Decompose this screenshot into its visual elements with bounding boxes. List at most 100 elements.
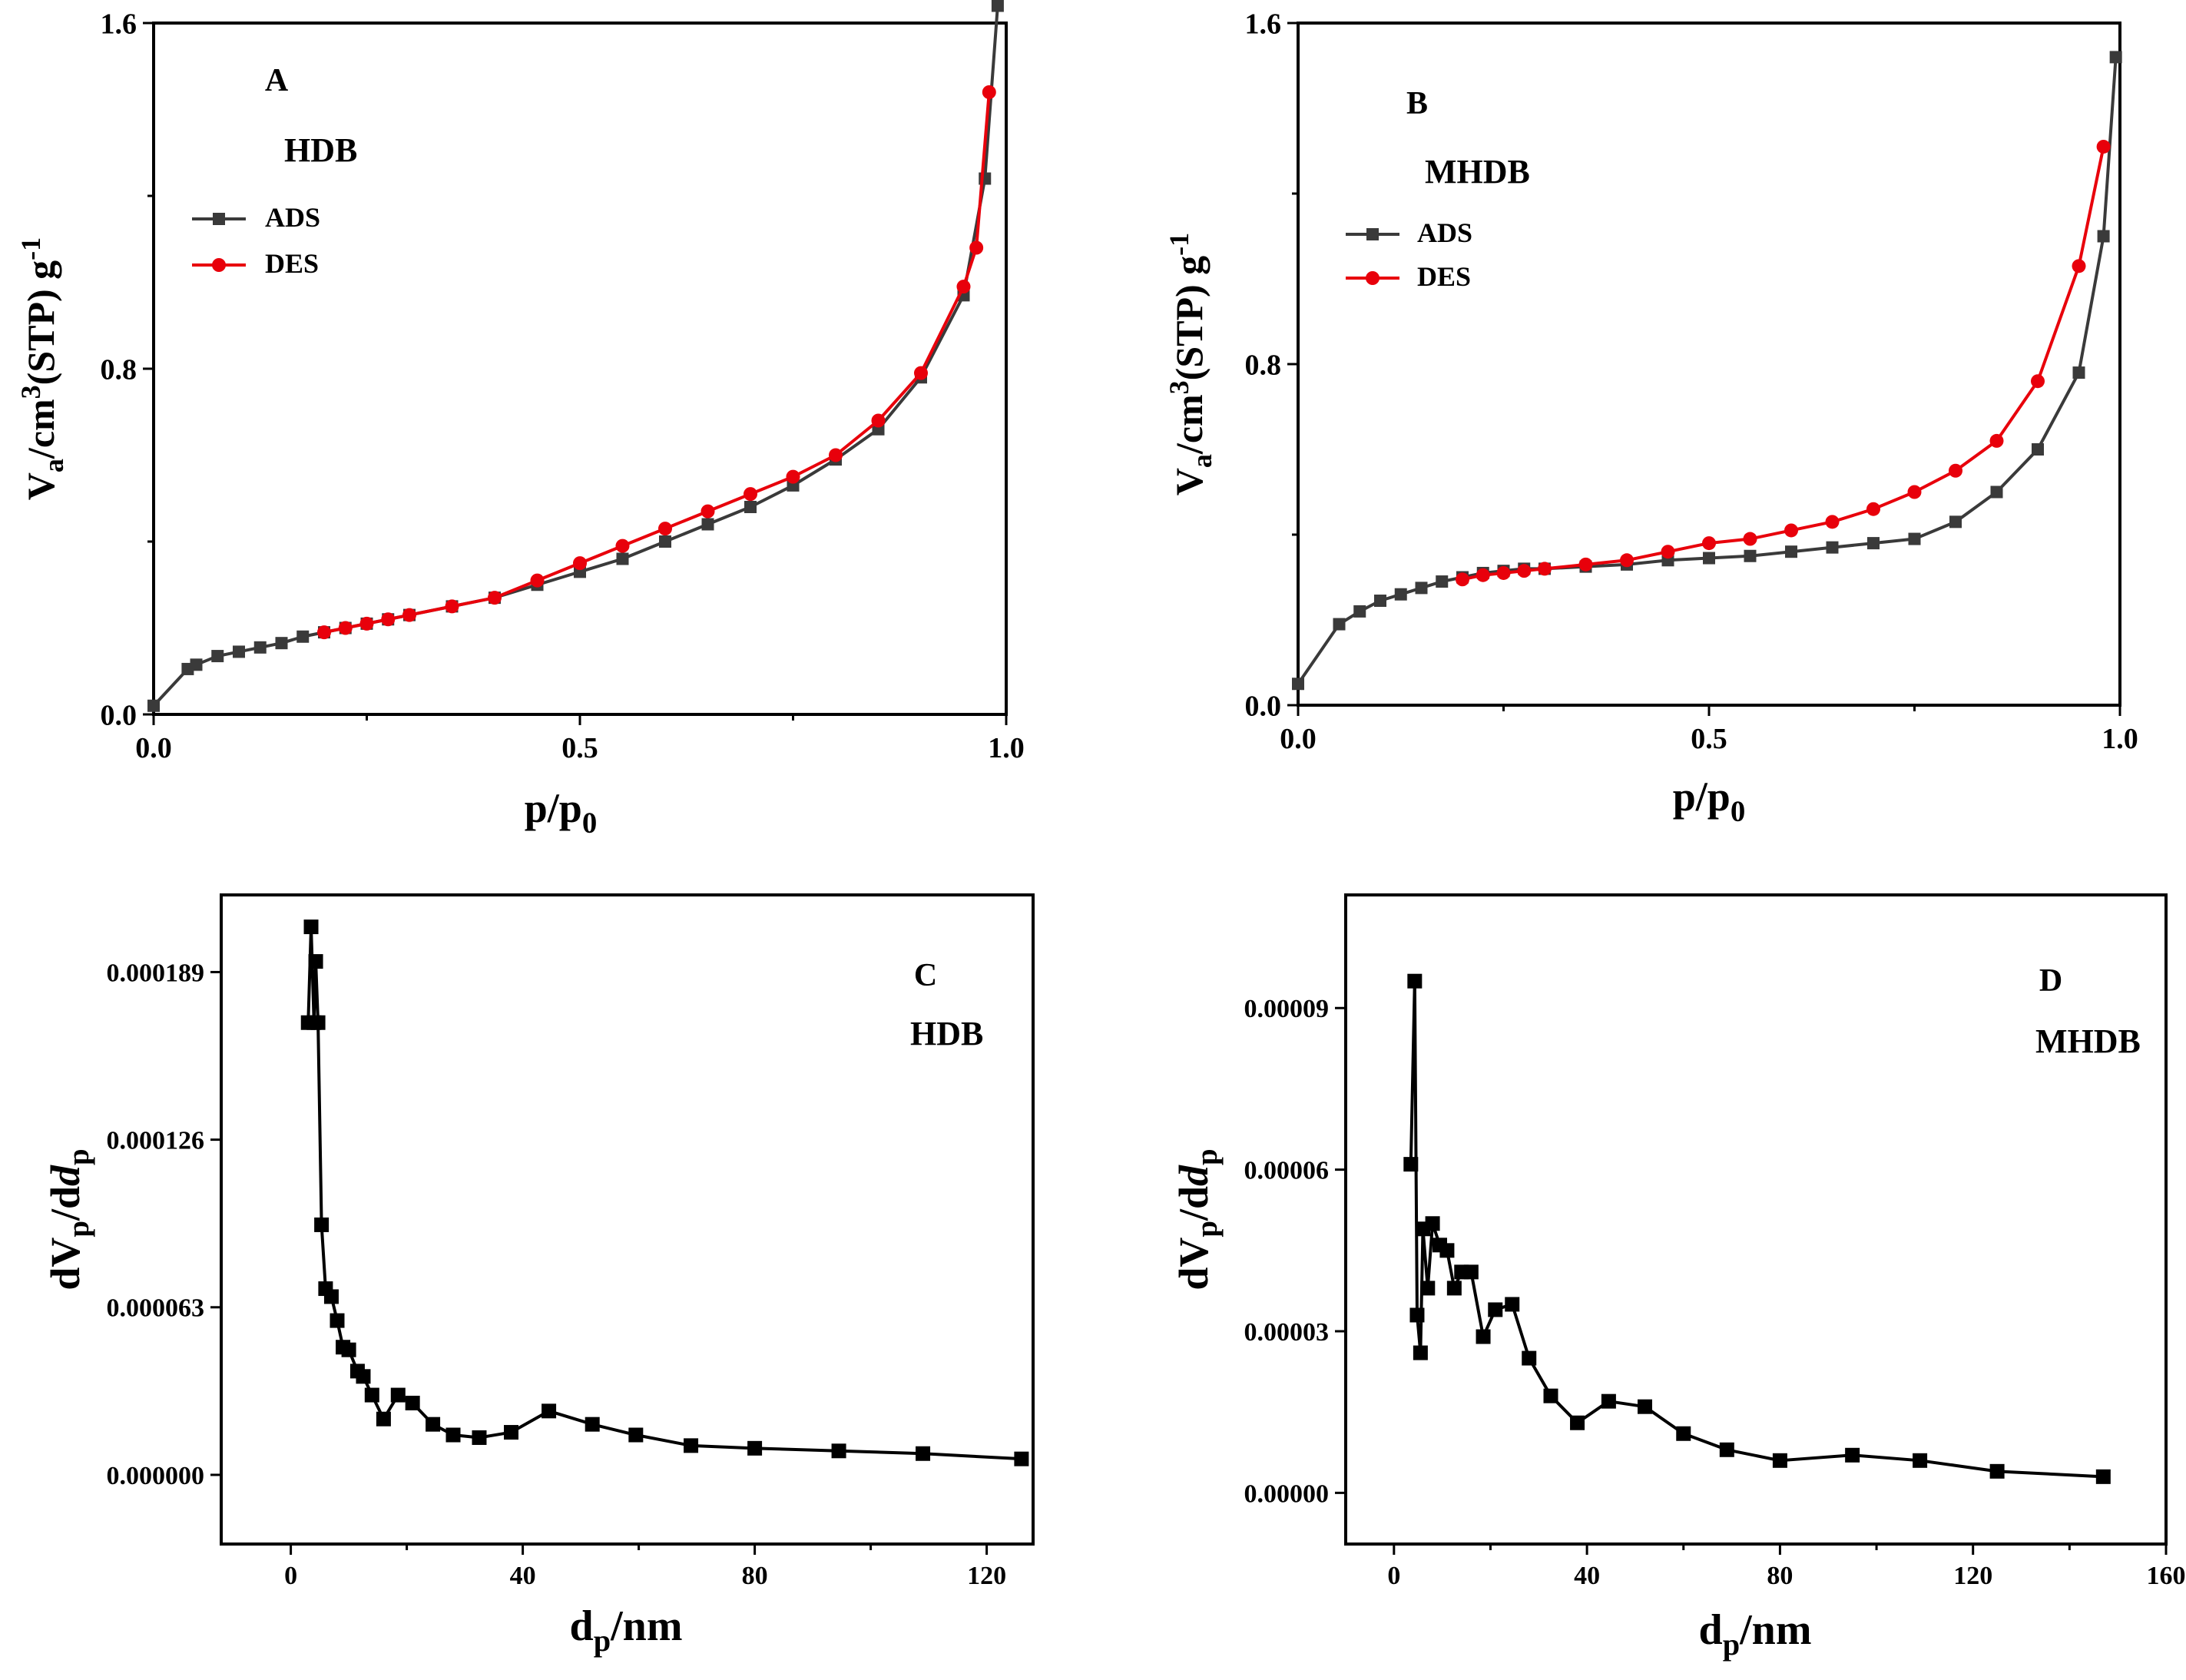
x-axis-title-main: p/p: [1673, 774, 1731, 820]
data-point: [1476, 1329, 1491, 1344]
x-tick-label: 0: [284, 1562, 297, 1590]
legend-marker: [213, 213, 225, 225]
y-tick-label: 0.000189: [107, 959, 205, 987]
data-point: [1425, 1216, 1440, 1231]
data-point: [1436, 575, 1449, 588]
y-tick-label: 0.00003: [1244, 1318, 1330, 1347]
y-tick-label: 0.00000: [1244, 1480, 1330, 1508]
data-point: [1488, 1302, 1503, 1317]
x-tick-label: 120: [1953, 1562, 1992, 1590]
data-point: [871, 413, 886, 428]
data-point: [701, 518, 714, 531]
data-point: [2072, 366, 2085, 379]
data-point: [956, 280, 971, 294]
y-tick-label: 0.000063: [107, 1294, 205, 1323]
series-psd: [300, 920, 1029, 1466]
data-point: [786, 469, 800, 484]
x-axis-title: dp/nm: [1699, 1606, 1812, 1662]
data-point: [829, 448, 843, 462]
series-des: [1456, 139, 2111, 587]
legend-entry: DES: [192, 248, 319, 279]
data-point: [1989, 433, 2004, 448]
data-point: [616, 552, 629, 565]
y-axis-title-sup2: -1: [1164, 233, 1194, 256]
y-tick-label: 0.00009: [1244, 995, 1330, 1023]
y-axis-title-main: V: [1168, 468, 1211, 495]
panel-label: A: [265, 63, 289, 98]
data-point: [1990, 485, 2003, 499]
data-point: [1353, 605, 1366, 618]
panel-c-chart: 0 40 80 120 0.000000 0.000063 0.000126 0.000189…: [42, 893, 1035, 1658]
y-axis-title-mid: /d: [1171, 1186, 1217, 1221]
data-point: [2109, 51, 2122, 64]
plot-frame: [152, 22, 1008, 716]
data-point: [1785, 545, 1797, 558]
data-point: [585, 1417, 600, 1432]
data-point: [1456, 572, 1469, 587]
series-line: [323, 91, 991, 635]
x-axis-title: dp/nm: [570, 1602, 683, 1658]
data-point: [426, 1417, 441, 1432]
x-axis-title-rest: /nm: [610, 1602, 682, 1650]
y-axis-title-sup: 3: [1164, 380, 1194, 394]
panel-d-chart: 0 40 80 120 160 0.00000 0.00003 0.00006 0.00009 d…: [1171, 893, 2186, 1662]
x-axis-title-rest: /nm: [1739, 1606, 1811, 1654]
data-point: [916, 1446, 931, 1461]
data-point: [211, 650, 224, 663]
legend-marker: [1366, 271, 1379, 285]
y-axis-title-mid: /cm: [1168, 394, 1211, 455]
data-point: [615, 538, 630, 553]
y-axis-title-italic: d: [1171, 1165, 1217, 1186]
data-point: [1439, 1243, 1455, 1258]
data-point: [1620, 553, 1634, 568]
data-point: [1463, 1264, 1479, 1280]
x-axis-title: p/p0: [525, 785, 598, 840]
legend: ADS DES: [192, 202, 320, 279]
data-point: [1505, 1297, 1520, 1312]
data-point: [376, 1411, 391, 1427]
panel-a-chart: 0.0 0.5 1.0 0.0 0.8 1.6 p/p0 Va/cm3(STP) g-1 A HD…: [15, 0, 1025, 840]
data-point: [1538, 562, 1552, 576]
x-tick-label: 0.0: [135, 732, 172, 764]
x-tick-label: 160: [2147, 1562, 2186, 1590]
data-point: [445, 599, 459, 614]
data-point: [1333, 618, 1346, 631]
y-axis-title: dVp/ddp: [1171, 1148, 1224, 1290]
data-point: [1866, 502, 1880, 516]
data-point: [1415, 582, 1428, 595]
y-tick-label: 0.0: [101, 699, 137, 731]
data-point: [1949, 463, 1962, 478]
data-point: [831, 1443, 846, 1459]
data-point: [314, 1217, 330, 1232]
legend-label: DES: [1417, 261, 1471, 292]
y-axis-title-rest: (STP) g: [1168, 256, 1211, 381]
y-tick-label: 0.8: [101, 353, 137, 386]
x-tick-label: 1.0: [988, 732, 1025, 764]
x-axis-title-main: d: [1699, 1606, 1723, 1654]
data-point: [1784, 523, 1798, 538]
data-point: [381, 612, 396, 627]
data-point: [1407, 973, 1423, 989]
data-point: [684, 1438, 699, 1453]
data-point: [1743, 532, 1757, 546]
data-point: [1522, 1350, 1537, 1366]
data-point: [2095, 1469, 2111, 1484]
y-tick-label: 0.00006: [1244, 1157, 1330, 1185]
data-point: [914, 366, 928, 380]
data-point: [488, 591, 502, 605]
series-line: [152, 5, 999, 707]
y-axis-title: Va/cm3(STP) g-1: [15, 237, 69, 500]
data-point: [659, 535, 671, 548]
data-point: [1496, 565, 1511, 580]
legend-label: DES: [265, 248, 319, 279]
y-axis-title-sub: a: [38, 459, 69, 472]
y-tick-label: 1.6: [1245, 8, 1282, 40]
y-axis-title-sub: a: [1187, 454, 1217, 468]
data-point: [317, 625, 331, 640]
data-point: [744, 501, 757, 513]
data-point: [359, 616, 374, 631]
y-axis-title-main: dV: [1171, 1238, 1217, 1291]
x-axis-title-sub: p: [1723, 1627, 1740, 1662]
data-point: [1014, 1451, 1029, 1466]
